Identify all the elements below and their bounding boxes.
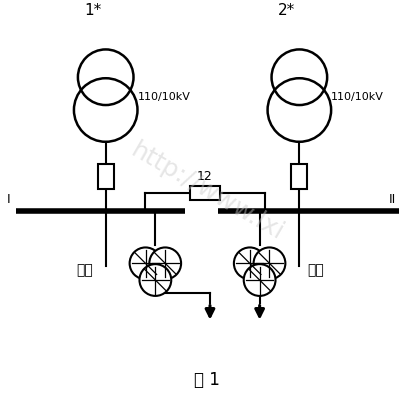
Circle shape [233,247,265,279]
Bar [291,164,306,189]
Text: 电缆: 电缆 [306,263,323,277]
Bar [190,187,219,200]
Text: 1*: 1* [84,3,101,18]
Circle shape [149,247,180,279]
Text: II: II [388,193,395,206]
Bar [97,164,114,189]
Text: 12: 12 [197,170,212,183]
Text: 图 1: 图 1 [194,371,219,389]
Circle shape [129,247,161,279]
Text: 110/10kV: 110/10kV [137,92,190,102]
Circle shape [139,264,171,296]
Text: 2*: 2* [277,3,294,18]
Circle shape [253,247,285,279]
Circle shape [243,264,275,296]
Text: 电缆: 电缆 [76,263,93,277]
Text: 110/10kV: 110/10kV [330,92,383,102]
Text: I: I [6,193,10,206]
Text: http://www.lxi: http://www.lxi [126,138,287,245]
